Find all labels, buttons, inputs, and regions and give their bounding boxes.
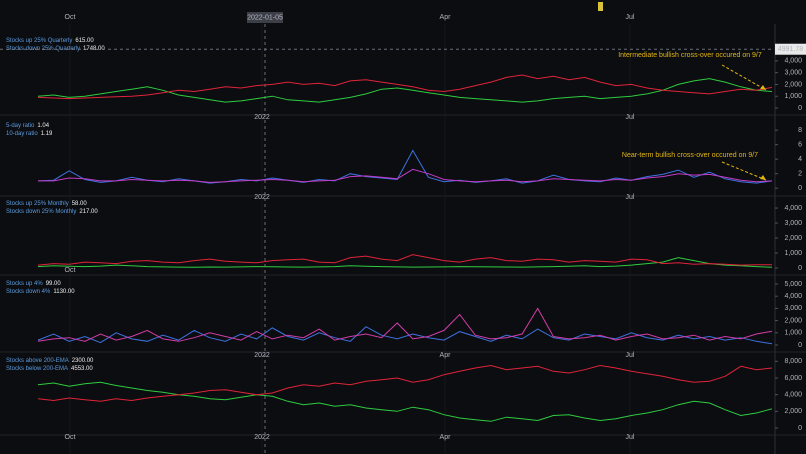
y-tick-label: 2,000 — [784, 235, 802, 242]
y-tick-label: 2,000 — [784, 81, 802, 88]
time-axis-label: Jul — [626, 352, 635, 359]
y-tick-label: 0 — [798, 425, 802, 432]
series-line — [38, 168, 773, 183]
y-tick-label: 0 — [798, 342, 802, 349]
annotation: Near-term bullish cross-over occured on … — [622, 152, 758, 159]
legend-name: Stocks below 200-EMA — [6, 366, 68, 372]
legend-entry: Stocks down 25% Quarterly 1748.00 — [6, 46, 105, 52]
series-line — [37, 381, 773, 422]
time-axis-label: Jul — [626, 114, 635, 121]
price-label: 4991.78 — [778, 46, 803, 53]
legend-name: Stocks down 25% Monthly — [6, 209, 76, 215]
legend-name: Stocks down 4% — [6, 289, 51, 295]
time-axis-label: Apr — [440, 352, 452, 359]
y-tick-label: 5,000 — [784, 281, 802, 288]
legend-name: Stocks up 25% Quarterly — [6, 38, 72, 44]
y-tick-label: 2,000 — [784, 317, 802, 324]
crosshair-date: 2022-01-05 — [247, 14, 283, 21]
legend-value: 1.19 — [41, 131, 53, 137]
legend-value: 217.00 — [79, 209, 98, 215]
time-axis-label: Jul — [626, 434, 635, 441]
series-line — [37, 149, 773, 184]
y-tick-label: 6,000 — [784, 375, 802, 382]
y-tick-label: 3,000 — [784, 70, 802, 77]
series-line — [37, 74, 773, 100]
series-line — [37, 78, 773, 103]
legend-name: 5-day ratio — [6, 123, 35, 129]
legend-entry: 5-day ratio 1.04 — [6, 123, 50, 129]
legend-value: 4553.00 — [71, 366, 93, 372]
y-tick-label: 3,000 — [784, 305, 802, 312]
y-tick-label: 1,000 — [784, 250, 802, 257]
y-tick-label: 3,000 — [784, 220, 802, 227]
legend-entry: Stocks down 4% 1130.00 — [6, 289, 75, 295]
crosshair-date-box — [247, 12, 283, 23]
y-tick-label: 1,000 — [784, 330, 802, 337]
legend-name: Stocks up 4% — [6, 281, 43, 287]
legend-value: 2300.00 — [72, 358, 94, 364]
y-tick-label: 8 — [798, 127, 802, 134]
legend-name: Stocks up 25% Monthly — [6, 201, 69, 207]
series-line — [37, 364, 773, 402]
legend-name: 10-day ratio — [6, 131, 38, 137]
y-tick-label: 4,000 — [784, 205, 802, 212]
time-axis-label: 2022 — [254, 434, 270, 441]
y-tick-label: 1,000 — [784, 93, 802, 100]
series-line — [37, 307, 773, 342]
legend-value: 1748.00 — [83, 46, 105, 52]
marker-icon — [598, 2, 603, 11]
time-axis-label: Apr — [440, 434, 452, 441]
legend-value: 58.00 — [72, 201, 88, 207]
legend-value: 615.00 — [75, 38, 94, 44]
price-box — [775, 43, 806, 55]
y-tick-label: 4,000 — [784, 293, 802, 300]
series-line — [37, 326, 773, 345]
time-axis-label: Jul — [626, 194, 635, 201]
y-tick-label: 2 — [798, 171, 802, 178]
legend-name: Stocks down 25% Quarterly — [6, 46, 80, 52]
y-tick-label: 0 — [798, 185, 802, 192]
legend-entry: Stocks up 4% 99.00 — [6, 281, 61, 287]
y-tick-label: 8,000 — [784, 358, 802, 365]
time-axis-label: Oct — [65, 14, 76, 21]
y-tick-label: 4 — [798, 156, 802, 163]
legend-entry: Stocks above 200-EMA 2300.00 — [6, 358, 94, 364]
y-tick-label: 4,000 — [784, 58, 802, 65]
legend-value: 99.00 — [46, 281, 62, 287]
annotation: Intermediate bullish cross-over occured … — [618, 52, 762, 59]
legend-entry: Stocks down 25% Monthly 217.00 — [6, 209, 98, 215]
time-axis-label: 2022 — [254, 352, 270, 359]
y-tick-label: 0 — [798, 105, 802, 112]
series-line — [37, 257, 773, 268]
legend-entry: Stocks up 25% Quarterly 615.00 — [6, 38, 94, 44]
legend-value: 1130.00 — [53, 289, 75, 295]
annotation-arrow — [721, 161, 767, 181]
series-line — [37, 254, 772, 266]
legend-entry: Stocks up 25% Monthly 58.00 — [6, 201, 87, 207]
y-tick-label: 2,000 — [784, 408, 802, 415]
legend-name: Stocks above 200-EMA — [6, 358, 69, 364]
annotation-arrow — [721, 64, 767, 91]
legend-value: 1.04 — [37, 123, 49, 129]
y-tick-label: 4,000 — [784, 392, 802, 399]
time-axis-label: 2022 — [254, 194, 270, 201]
legend-entry: Stocks below 200-EMA 4553.00 — [6, 366, 93, 372]
arrow-head — [760, 85, 766, 90]
time-axis-label: 2022 — [254, 114, 270, 121]
time-axis-label: Jul — [626, 14, 635, 21]
time-axis-label: Oct — [65, 267, 76, 274]
time-axis-label: Oct — [65, 434, 76, 441]
time-axis-label: Apr — [440, 14, 452, 21]
y-tick-label: 0 — [798, 265, 802, 272]
arrow-head — [760, 175, 766, 180]
y-tick-label: 6 — [798, 142, 802, 149]
legend-entry: 10-day ratio 1.19 — [6, 131, 53, 137]
